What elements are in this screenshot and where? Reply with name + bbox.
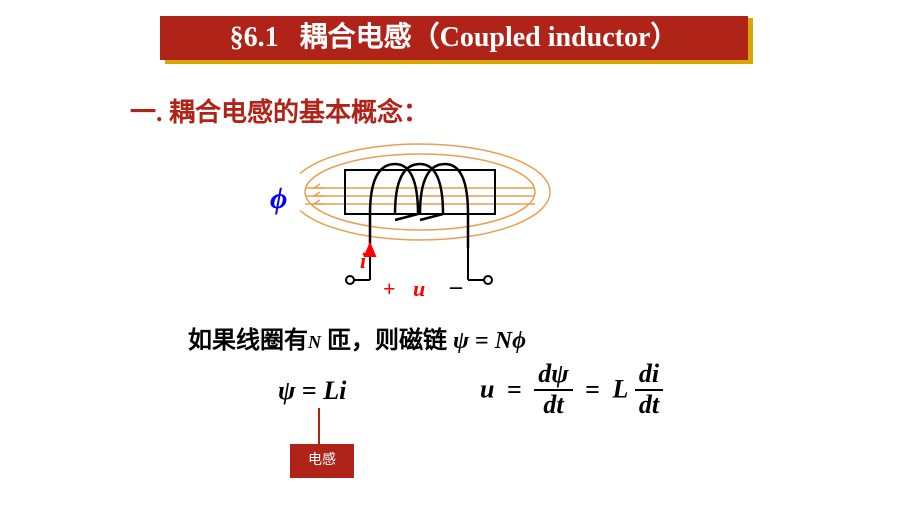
sentence-mid: 匝，则磁链 [327, 328, 453, 354]
minus-symbol: – [450, 274, 462, 301]
eq2-frac1-den: dt [534, 391, 572, 420]
subtitle: 一. 耦合电感的基本概念： [130, 92, 429, 129]
eq1-L: L [323, 376, 339, 405]
eq1-lhs: ψ [278, 376, 295, 405]
title-main: §6.1 耦合电感（Coupled inductor） [160, 16, 748, 60]
u-symbol: u [413, 276, 425, 302]
eq1-eq: = [295, 376, 323, 405]
sentence-N: N [308, 332, 321, 352]
equation-u: u = dψ dt = L di dt [480, 360, 663, 419]
eq2-eq2: = [579, 375, 606, 404]
equation-psi-Li: ψ = Li [278, 376, 346, 406]
eq2-frac1: dψ dt [534, 360, 572, 419]
eq2-eq1: = [501, 375, 528, 404]
eq2-frac2: di dt [635, 360, 663, 419]
eq2-u: u [480, 375, 494, 404]
eq2-frac2-num: di [635, 360, 663, 391]
sentence-pre: 如果线圈有 [188, 328, 308, 354]
title-en: Coupled inductor [440, 22, 651, 53]
flux-linkage-sentence: 如果线圈有N 匝，则磁链 ψ = Nϕ [188, 320, 526, 355]
title-zh: 耦合电感 [300, 22, 412, 53]
title-banner: §6.1 耦合电感（Coupled inductor） [160, 18, 752, 64]
eq2-frac1-num: dψ [534, 360, 572, 391]
eq2-frac2-den: dt [635, 391, 663, 420]
title-section: §6.1 [230, 22, 279, 53]
sentence-Nphi-phi: ϕ [512, 328, 526, 354]
inductor-diagram: ϕ i + u – [300, 140, 620, 310]
phi-symbol: ϕ [270, 182, 287, 216]
plus-symbol: + [383, 276, 396, 302]
callout-box: 电感 [290, 444, 354, 478]
sentence-eq: = [469, 328, 495, 354]
sentence-psi: ψ [453, 328, 469, 354]
i-symbol: i [360, 248, 366, 274]
sentence-Nphi-N: N [495, 328, 512, 354]
eq2-L: L [613, 375, 629, 404]
eq1-i: i [339, 376, 346, 405]
callout-line [318, 408, 320, 444]
